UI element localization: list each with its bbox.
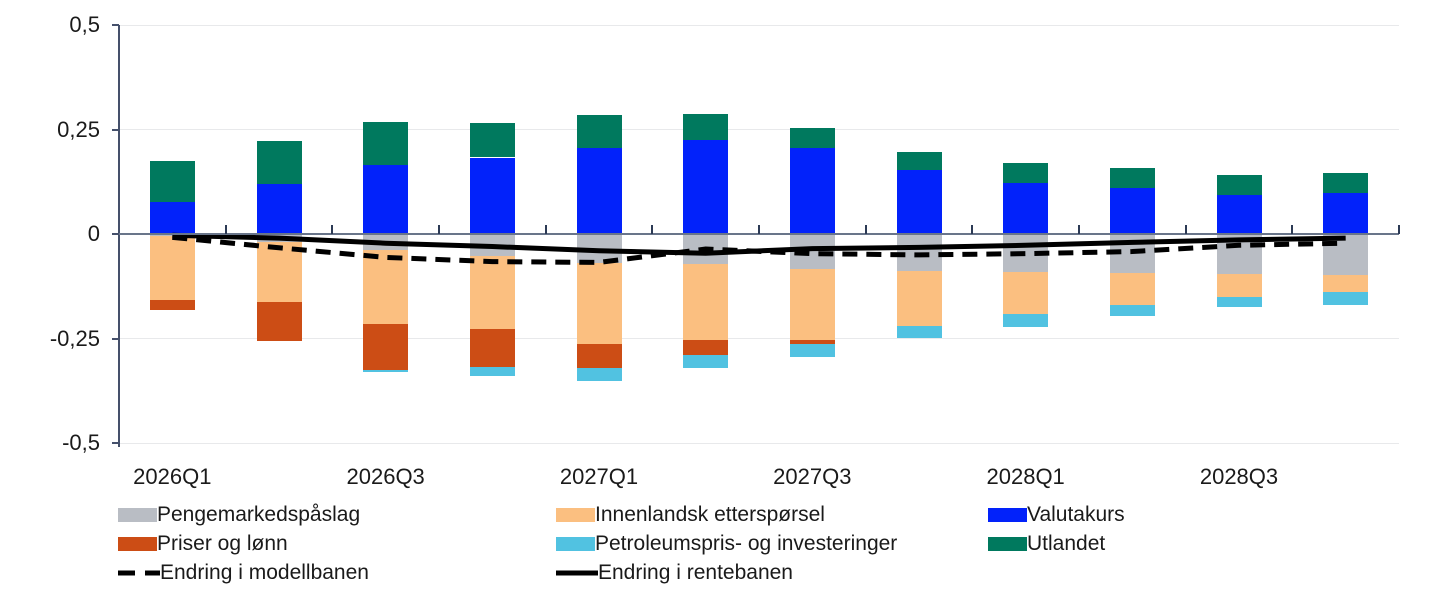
bar-segment: [896, 325, 942, 339]
bar-segment: [256, 183, 302, 234]
x-axis-tick-label: 2027Q1: [559, 464, 639, 489]
bar-segment: [683, 139, 729, 234]
gridline: [119, 338, 1399, 339]
bar-segment: [1109, 167, 1155, 188]
bar-segment: [576, 343, 622, 369]
x-axis-tick: [224, 225, 227, 234]
y-axis-tick-label: 0,5: [69, 12, 100, 37]
y-axis-tick-label: 0,25: [57, 116, 100, 142]
bar-segment: [1216, 297, 1262, 308]
bar-segment: [469, 367, 515, 377]
x-axis-tick-label: 2026Q3: [346, 464, 425, 489]
y-axis-line: [118, 25, 120, 447]
bar-segment: [1323, 172, 1369, 194]
bar-segment: [149, 234, 195, 237]
bar-segment: [576, 263, 622, 344]
y-axis-tick: [112, 128, 119, 131]
x-axis-tick: [1291, 225, 1294, 234]
bar-segment: [363, 164, 409, 234]
x-axis-tick: [544, 225, 547, 234]
gridline: [119, 24, 1399, 26]
bar-segment: [1003, 183, 1049, 234]
bar-segment: [683, 339, 729, 355]
y-axis-tick: [112, 442, 119, 444]
bar-segment: [469, 157, 515, 234]
bar-segment: [896, 271, 942, 326]
bar-segment: [1216, 174, 1262, 195]
bar-segment: [149, 236, 195, 301]
x-axis-tick: [438, 225, 440, 234]
y-axis-tick-label: -0,25: [49, 325, 100, 351]
bar-segment: [1323, 274, 1369, 293]
x-axis-tick-label: 2027Q3: [773, 464, 852, 489]
x-axis-tick-label: 2028Q3: [1199, 464, 1279, 489]
bar-segment: [363, 121, 409, 165]
bar-segment: [469, 329, 515, 368]
bar-segment: [576, 368, 622, 381]
bar-segment: [256, 302, 302, 341]
bar-segment: [1323, 292, 1369, 306]
x-axis-tick-label: 2028Q1: [986, 464, 1065, 489]
bar-segment: [149, 300, 195, 311]
bar-segment: [1109, 305, 1155, 317]
bar-segment: [1216, 194, 1262, 234]
x-axis-tick: [1398, 225, 1400, 234]
y-axis-tick-label: 0: [87, 221, 100, 246]
y-axis-tick: [112, 337, 119, 340]
bar-segment: [789, 269, 835, 340]
bar-segment: [683, 264, 729, 340]
bar-segment: [576, 114, 622, 148]
bar-segment: [469, 255, 515, 330]
gridline: [119, 442, 1399, 444]
zero-line: [119, 233, 1399, 235]
bar-segment: [1003, 314, 1049, 327]
bar-segment: [363, 249, 409, 324]
x-axis-tick: [651, 225, 654, 234]
bar-segment: [363, 323, 409, 370]
bar-segment: [1003, 162, 1049, 183]
bar-segment: [1003, 271, 1049, 315]
x-axis-tick: [971, 225, 974, 234]
bar-segment: [789, 128, 835, 149]
y-axis-tick-label: -0,5: [62, 430, 100, 455]
bar-segment: [256, 242, 302, 303]
bar-segment: [1109, 272, 1155, 306]
bar-segment: [1216, 273, 1262, 298]
bar-segment: [469, 123, 515, 158]
gridline: [119, 129, 1399, 130]
bar-segment: [789, 343, 835, 358]
x-axis-tick: [1078, 225, 1080, 234]
y-axis-tick: [112, 233, 119, 235]
bar-segment: [256, 141, 302, 184]
bar-segment: [683, 354, 729, 369]
bar-segment: [1323, 193, 1369, 234]
bar-segment: [683, 113, 729, 140]
x-axis-tick: [758, 225, 760, 234]
bar-segment: [363, 369, 409, 373]
x-axis-tick-label: 2026Q1: [133, 464, 212, 489]
bar-segment: [1109, 187, 1155, 234]
bar-segment: [896, 152, 942, 171]
bar-segment: [789, 339, 835, 344]
bar-segment: [576, 147, 622, 234]
bar-segment: [149, 201, 195, 234]
x-axis-tick: [1184, 225, 1187, 234]
y-axis-tick: [112, 24, 119, 26]
line-rate-path: [172, 232, 1346, 256]
x-axis-tick: [331, 225, 334, 234]
x-axis-tick: [864, 225, 867, 234]
bar-segment: [896, 170, 942, 234]
bar-segment: [149, 161, 195, 202]
bar-segment: [789, 148, 835, 234]
